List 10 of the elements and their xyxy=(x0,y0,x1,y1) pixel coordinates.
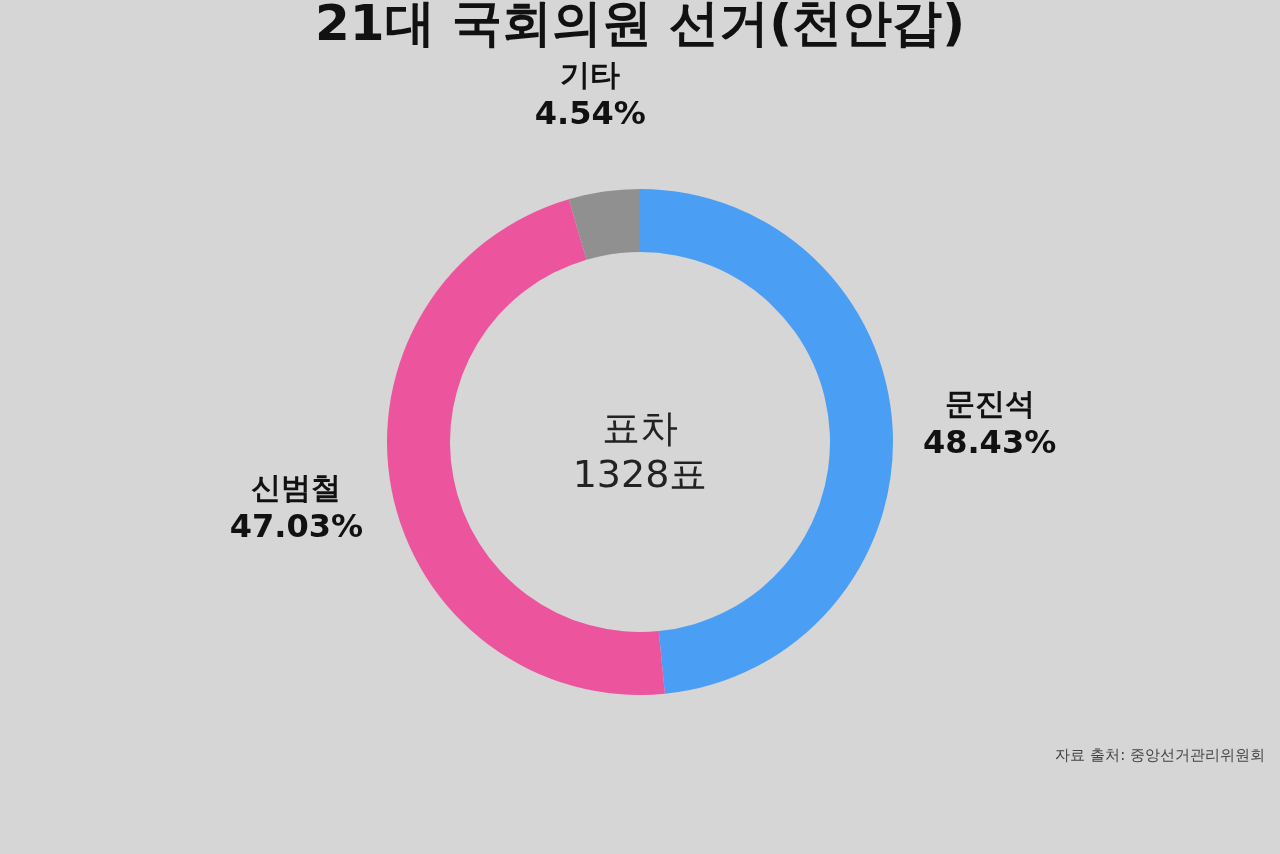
data-label: 4.54% xyxy=(534,93,646,132)
chart-title: 21대 국회의원 선거(천안갑) xyxy=(314,0,966,52)
slice-label: 기타 xyxy=(560,56,621,92)
slice-label: 문진석 xyxy=(944,385,1035,421)
data-label: 47.03% xyxy=(229,506,364,545)
slice-label: 신범철 xyxy=(251,469,342,505)
text: 표차 1328표 xyxy=(572,406,708,496)
donut-slice xyxy=(568,189,640,260)
text: 자료 출처: 중앙선거관리위원회 xyxy=(1055,746,1265,764)
data-label: 48.43% xyxy=(922,422,1057,461)
